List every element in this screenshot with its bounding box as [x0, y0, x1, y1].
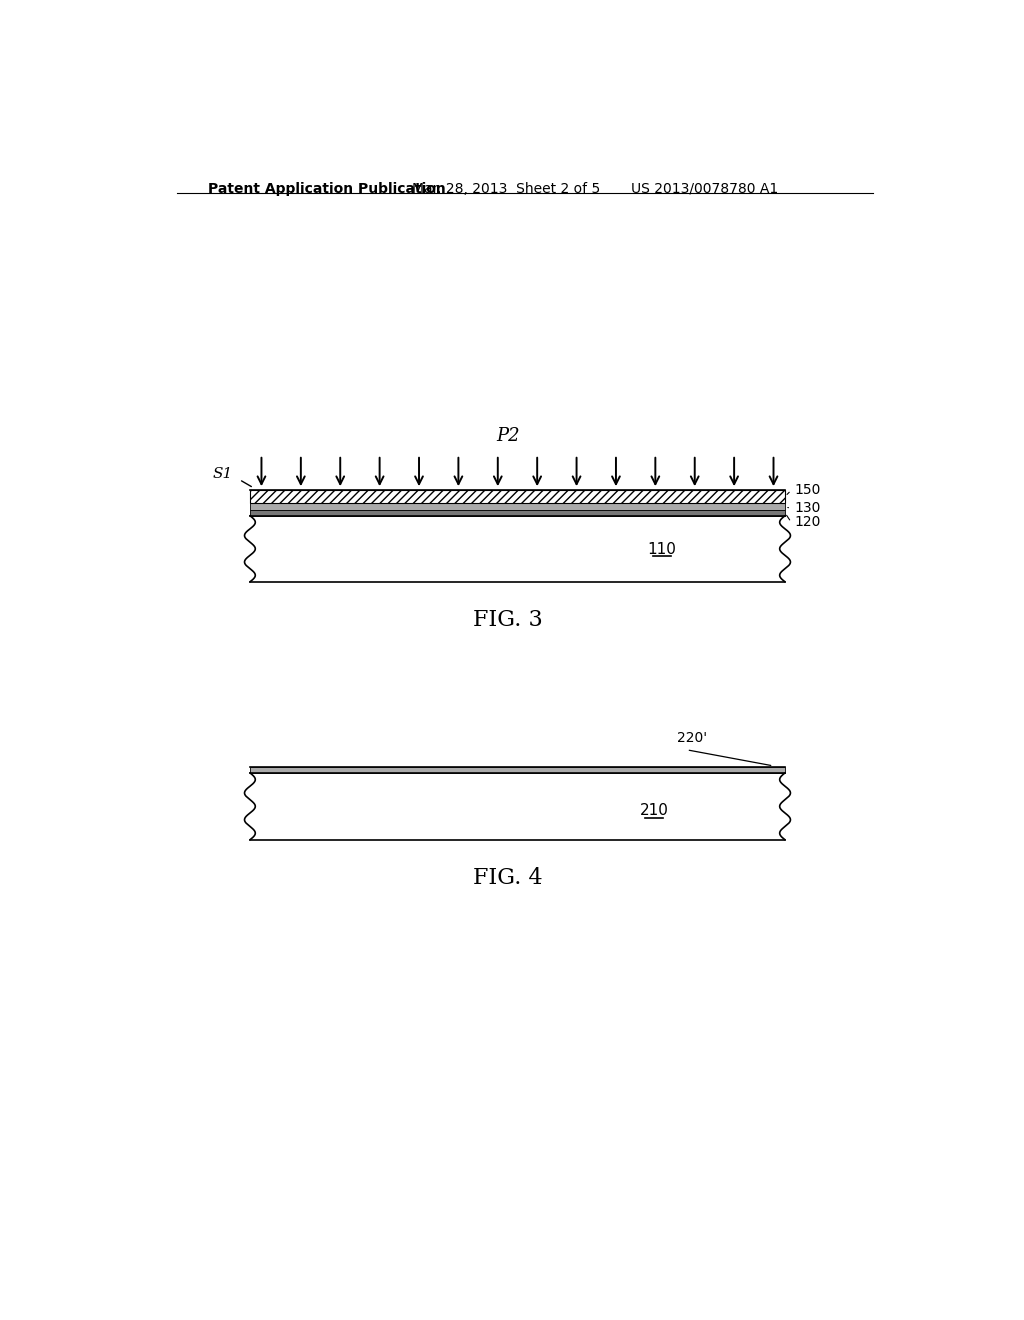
Text: Mar. 28, 2013  Sheet 2 of 5: Mar. 28, 2013 Sheet 2 of 5 — [412, 182, 600, 195]
Text: Patent Application Publication: Patent Application Publication — [208, 182, 445, 195]
Bar — [250, 511, 785, 516]
Bar — [250, 774, 785, 840]
Text: S1: S1 — [213, 467, 233, 480]
Bar — [250, 503, 785, 511]
Text: 150: 150 — [795, 483, 820, 498]
Text: FIG. 3: FIG. 3 — [473, 609, 543, 631]
Bar — [250, 516, 785, 582]
Text: FIG. 4: FIG. 4 — [473, 867, 543, 888]
Text: 220': 220' — [677, 731, 708, 744]
Text: 130: 130 — [795, 502, 820, 515]
Bar — [250, 490, 785, 503]
Text: 120: 120 — [795, 515, 820, 529]
Text: 110: 110 — [647, 543, 676, 557]
Text: 210: 210 — [640, 803, 669, 818]
Text: US 2013/0078780 A1: US 2013/0078780 A1 — [631, 182, 778, 195]
Bar — [250, 767, 785, 774]
Text: P2: P2 — [496, 426, 519, 445]
